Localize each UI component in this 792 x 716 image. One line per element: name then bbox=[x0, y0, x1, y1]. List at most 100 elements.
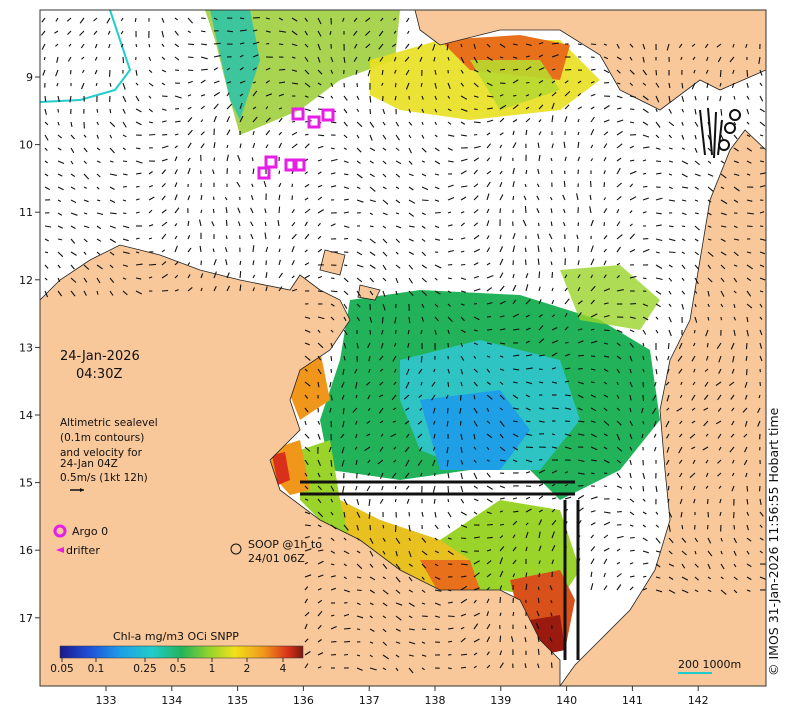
velocity-arrow bbox=[161, 195, 166, 201]
velocity-arrow bbox=[377, 459, 384, 465]
velocity-arrow bbox=[447, 224, 453, 227]
velocity-arrow bbox=[433, 433, 436, 439]
velocity-arrow bbox=[369, 186, 376, 192]
velocity-arrow bbox=[668, 563, 675, 567]
velocity-arrow bbox=[393, 459, 397, 463]
velocity-arrow bbox=[291, 143, 298, 149]
velocity-arrow bbox=[678, 446, 683, 454]
velocity-arrow bbox=[655, 160, 662, 163]
velocity-arrow bbox=[109, 134, 113, 139]
velocity-arrow bbox=[707, 563, 711, 570]
velocity-arrow bbox=[291, 183, 294, 188]
velocity-arrow bbox=[655, 485, 658, 493]
velocity-arrow bbox=[678, 43, 683, 49]
velocity-arrow bbox=[525, 273, 529, 279]
velocity-arrow bbox=[759, 329, 763, 336]
velocity-arrow bbox=[655, 316, 659, 320]
velocity-arrow bbox=[733, 95, 736, 100]
velocity-arrow bbox=[564, 380, 570, 383]
velocity-arrow bbox=[55, 43, 59, 47]
velocity-arrow bbox=[343, 237, 349, 240]
velocity-arrow bbox=[499, 381, 504, 385]
velocity-arrow bbox=[577, 43, 582, 46]
velocity-arrow bbox=[265, 272, 268, 279]
velocity-arrow bbox=[603, 534, 609, 539]
velocity-arrow bbox=[705, 472, 709, 478]
velocity-arrow bbox=[382, 537, 386, 542]
velocity-arrow bbox=[239, 143, 242, 149]
velocity-arrow bbox=[408, 251, 415, 255]
y-tick-label: 17 bbox=[19, 612, 33, 625]
velocity-arrow bbox=[265, 286, 268, 292]
velocity-arrow bbox=[759, 82, 763, 87]
velocity-arrow bbox=[473, 433, 476, 440]
velocity-arrow bbox=[538, 104, 544, 110]
velocity-arrow bbox=[551, 559, 555, 565]
velocity-arrow bbox=[304, 485, 309, 490]
velocity-arrow bbox=[499, 662, 504, 669]
velocity-arrow bbox=[473, 623, 479, 630]
velocity-arrow bbox=[407, 329, 410, 335]
velocity-arrow bbox=[57, 225, 64, 229]
velocity-arrow bbox=[434, 511, 437, 518]
velocity-arrow bbox=[405, 368, 410, 375]
velocity-arrow bbox=[655, 537, 661, 544]
velocity-arrow bbox=[364, 446, 371, 452]
velocity-arrow bbox=[642, 197, 649, 201]
velocity-arrow bbox=[733, 550, 737, 556]
velocity-arrow bbox=[421, 550, 428, 556]
velocity-arrow bbox=[200, 195, 203, 201]
velocity-arrow bbox=[367, 472, 371, 476]
velocity-arrow bbox=[41, 17, 46, 23]
velocity-arrow bbox=[733, 173, 740, 177]
velocity-arrow bbox=[343, 576, 348, 580]
velocity-arrow bbox=[434, 225, 440, 229]
velocity-arrow bbox=[395, 550, 398, 557]
velocity-arrow bbox=[691, 43, 696, 47]
velocity-arrow bbox=[369, 641, 374, 644]
y-tick-label: 15 bbox=[19, 477, 33, 490]
velocity-arrow bbox=[368, 407, 371, 411]
velocity-arrow bbox=[381, 485, 384, 491]
velocity-arrow bbox=[109, 251, 115, 256]
velocity-arrow bbox=[408, 160, 413, 165]
velocity-arrow bbox=[759, 211, 765, 214]
velocity-arrow bbox=[343, 160, 349, 164]
velocity-arrow bbox=[447, 524, 451, 529]
velocity-arrow bbox=[538, 271, 541, 279]
velocity-arrow bbox=[655, 563, 661, 568]
velocity-arrow bbox=[369, 550, 374, 557]
velocity-arrow bbox=[499, 285, 505, 292]
velocity-arrow bbox=[720, 537, 723, 542]
velocity-arrow bbox=[665, 459, 670, 465]
velocity-arrow bbox=[109, 147, 115, 154]
velocity-arrow bbox=[70, 134, 76, 140]
velocity-arrow bbox=[720, 173, 727, 179]
velocity-arrow bbox=[629, 472, 632, 479]
velocity-arrow bbox=[704, 381, 709, 387]
velocity-arrow bbox=[590, 274, 593, 279]
velocity-arrow bbox=[460, 666, 466, 669]
velocity-arrow bbox=[304, 262, 310, 266]
velocity-arrow bbox=[378, 43, 384, 50]
velocity-arrow bbox=[353, 17, 358, 22]
velocity-arrow bbox=[655, 511, 659, 515]
velocity-arrow bbox=[200, 209, 203, 214]
velocity-arrow bbox=[120, 30, 124, 35]
velocity-arrow bbox=[239, 17, 245, 20]
velocity-arrow bbox=[96, 251, 101, 255]
velocity-arrow bbox=[187, 17, 194, 24]
velocity-arrow bbox=[148, 95, 152, 99]
velocity-arrow bbox=[226, 92, 230, 97]
velocity-arrow bbox=[330, 524, 337, 530]
velocity-arrow bbox=[368, 355, 371, 362]
colorbar-title: Chl-a mg/m3 OCi SNPP bbox=[113, 630, 239, 643]
velocity-arrow bbox=[681, 303, 685, 310]
velocity-arrow bbox=[473, 511, 478, 515]
velocity-arrow bbox=[70, 290, 76, 297]
velocity-arrow bbox=[250, 207, 254, 214]
velocity-arrow bbox=[603, 459, 610, 464]
velocity-arrow bbox=[94, 69, 98, 75]
velocity-arrow bbox=[731, 485, 735, 492]
y-tick-label: 9 bbox=[26, 71, 33, 84]
